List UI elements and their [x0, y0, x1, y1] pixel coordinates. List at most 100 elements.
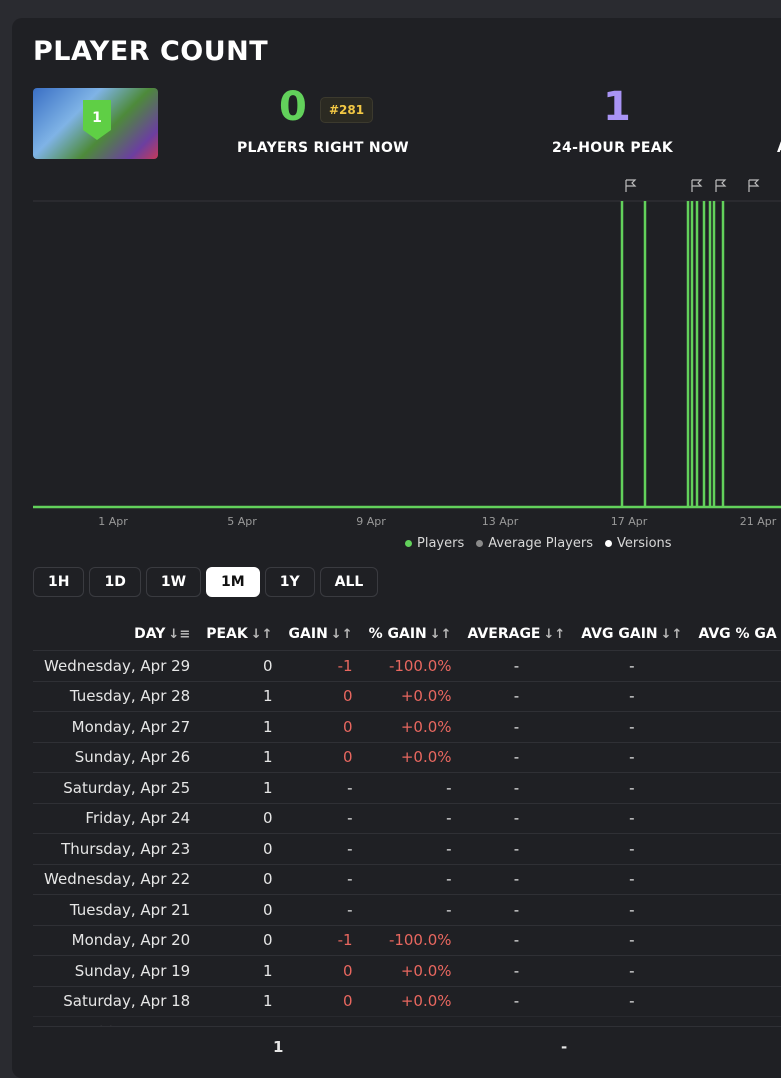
table-cell: 0 — [198, 863, 281, 895]
sort-desc-icon: ↓≡ — [168, 627, 191, 642]
table-cell: 0 — [198, 650, 281, 681]
time-range-selector: 1H 1D 1W 1M 1Y ALL — [33, 567, 379, 597]
table-cell: +0.0% — [360, 741, 460, 773]
table-cell: 0 — [198, 833, 281, 864]
x-tick-label: 1 Apr — [98, 515, 128, 528]
sort-icon: ↓↑ — [543, 627, 566, 642]
version-flag-icon — [691, 179, 703, 192]
legend-players[interactable]: Players — [405, 536, 464, 551]
peak-24h-label: 24-HOUR PEAK — [552, 140, 674, 156]
sort-icon: ↓↑ — [330, 627, 353, 642]
range-1y-button[interactable]: 1Y — [264, 567, 315, 597]
table-cell: - — [280, 802, 361, 834]
player-count-chart[interactable]: 1 Apr 5 Apr 9 Apr 13 Apr 17 Apr 21 Apr — [12, 168, 781, 548]
table-cell: - — [573, 955, 691, 986]
table-cell: - — [459, 772, 574, 803]
range-1h-button[interactable]: 1H — [33, 567, 85, 597]
table-cell: - — [573, 894, 691, 925]
table-cell: - — [360, 863, 460, 895]
table-cell: Monday, Apr 27 — [33, 711, 199, 742]
table-cell: - — [573, 924, 691, 956]
range-1d-button[interactable]: 1D — [89, 567, 141, 597]
col-avg-pct-gain-header[interactable]: AVG % GA — [698, 626, 777, 642]
table-cell: -1 — [280, 924, 361, 956]
table-cell: - — [459, 833, 574, 864]
table-cell: - — [459, 711, 574, 742]
table-cell — [690, 711, 781, 742]
table-cell: - — [573, 741, 691, 773]
version-flag-icon — [625, 179, 637, 192]
table-cell: - — [573, 772, 691, 803]
footer-peak: 1 — [273, 1038, 284, 1056]
table-row: Sunday, Apr 26 1 0 +0.0% - - — [33, 741, 781, 773]
table-cell: -100.0% — [360, 650, 460, 681]
table-cell — [690, 680, 781, 712]
table-row: Tuesday, Apr 28 1 0 +0.0% - - — [33, 680, 781, 712]
table-cell: - — [459, 680, 574, 712]
table-cell: 0 — [198, 802, 281, 834]
table-cell: - — [573, 650, 691, 681]
table-cell — [690, 741, 781, 773]
season-badge: 1 — [83, 100, 111, 140]
table-cell: - — [573, 802, 691, 834]
table-row: Saturday, Apr 25 1- - - - — [33, 772, 781, 803]
table-cell — [690, 833, 781, 864]
table-cell: Monday, Apr 20 — [33, 924, 199, 956]
table-cell — [690, 650, 781, 681]
table-cell: 0 — [198, 894, 281, 925]
players-now-value: 0 — [279, 84, 307, 130]
table-cell: 1 — [198, 741, 281, 773]
x-tick-label: 17 Apr — [611, 515, 648, 528]
peak-24h-value: 1 — [603, 84, 631, 130]
player-count-card: PLAYER COUNT 1 0 #281 PLAYERS RIGHT NOW … — [12, 18, 781, 1078]
table-cell — [690, 863, 781, 895]
col-avg-gain-header[interactable]: AVG GAIN ↓↑ — [581, 626, 683, 642]
table-cell: 1 — [198, 772, 281, 803]
table-cell — [690, 802, 781, 834]
col-peak-header[interactable]: PEAK ↓↑ — [206, 626, 273, 642]
table-cell: 0 — [280, 680, 361, 712]
rank-badge: #281 — [320, 97, 374, 123]
table-footer: 1 - — [33, 1026, 781, 1072]
col-day-header[interactable]: DAY ↓≡ — [134, 626, 191, 642]
table-cell: - — [459, 894, 574, 925]
table-cell — [690, 924, 781, 956]
table-cell: 0 — [198, 924, 281, 956]
range-all-button[interactable]: ALL — [319, 567, 379, 597]
table-cell: -1 — [280, 650, 361, 681]
table-cell: 1 — [198, 955, 281, 986]
table-cell: Saturday, Apr 25 — [33, 772, 199, 803]
daily-stats-table: DAY ↓≡ PEAK ↓↑ GAIN ↓↑ % GAIN ↓↑ AVERAGE ↓↑ A… — [33, 618, 781, 1047]
x-axis-ticks: 1 Apr 5 Apr 9 Apr 13 Apr 17 Apr 21 Apr — [98, 515, 777, 528]
table-cell: - — [280, 772, 361, 803]
table-row: Wednesday, Apr 22 0- - - - — [33, 863, 781, 895]
range-1w-button[interactable]: 1W — [145, 567, 202, 597]
legend-average-players[interactable]: Average Players — [476, 536, 593, 551]
table-cell: 1 — [198, 680, 281, 712]
range-1m-button[interactable]: 1M — [206, 567, 260, 597]
table-cell: - — [280, 833, 361, 864]
table-header-row: DAY ↓≡ PEAK ↓↑ GAIN ↓↑ % GAIN ↓↑ AVERAGE ↓↑ A… — [33, 618, 781, 651]
col-pct-gain-header[interactable]: % GAIN ↓↑ — [368, 626, 452, 642]
legend-versions[interactable]: Versions — [604, 536, 672, 551]
game-thumbnail: 1 — [33, 88, 158, 159]
table-cell: - — [280, 863, 361, 895]
table-fade — [33, 1008, 781, 1028]
col-average-header[interactable]: AVERAGE ↓↑ — [467, 626, 566, 642]
footer-average: - — [561, 1038, 568, 1056]
x-tick-label: 21 Apr — [740, 515, 777, 528]
table-row: Sunday, Apr 19 1 0 +0.0% - - — [33, 955, 781, 986]
table-cell: - — [459, 741, 574, 773]
version-flag-icon — [715, 179, 727, 192]
table-row: Thursday, Apr 23 0- - - - — [33, 833, 781, 864]
table-cell: +0.0% — [360, 955, 460, 986]
sort-icon: ↓↑ — [429, 627, 452, 642]
table-cell — [690, 772, 781, 803]
table-cell: Sunday, Apr 19 — [33, 955, 199, 986]
table-cell: - — [573, 711, 691, 742]
sort-icon: ↓↑ — [660, 627, 683, 642]
sort-icon: ↓↑ — [250, 627, 273, 642]
page-title: PLAYER COUNT — [33, 36, 269, 67]
col-gain-header[interactable]: GAIN ↓↑ — [288, 626, 353, 642]
x-tick-label: 13 Apr — [482, 515, 519, 528]
